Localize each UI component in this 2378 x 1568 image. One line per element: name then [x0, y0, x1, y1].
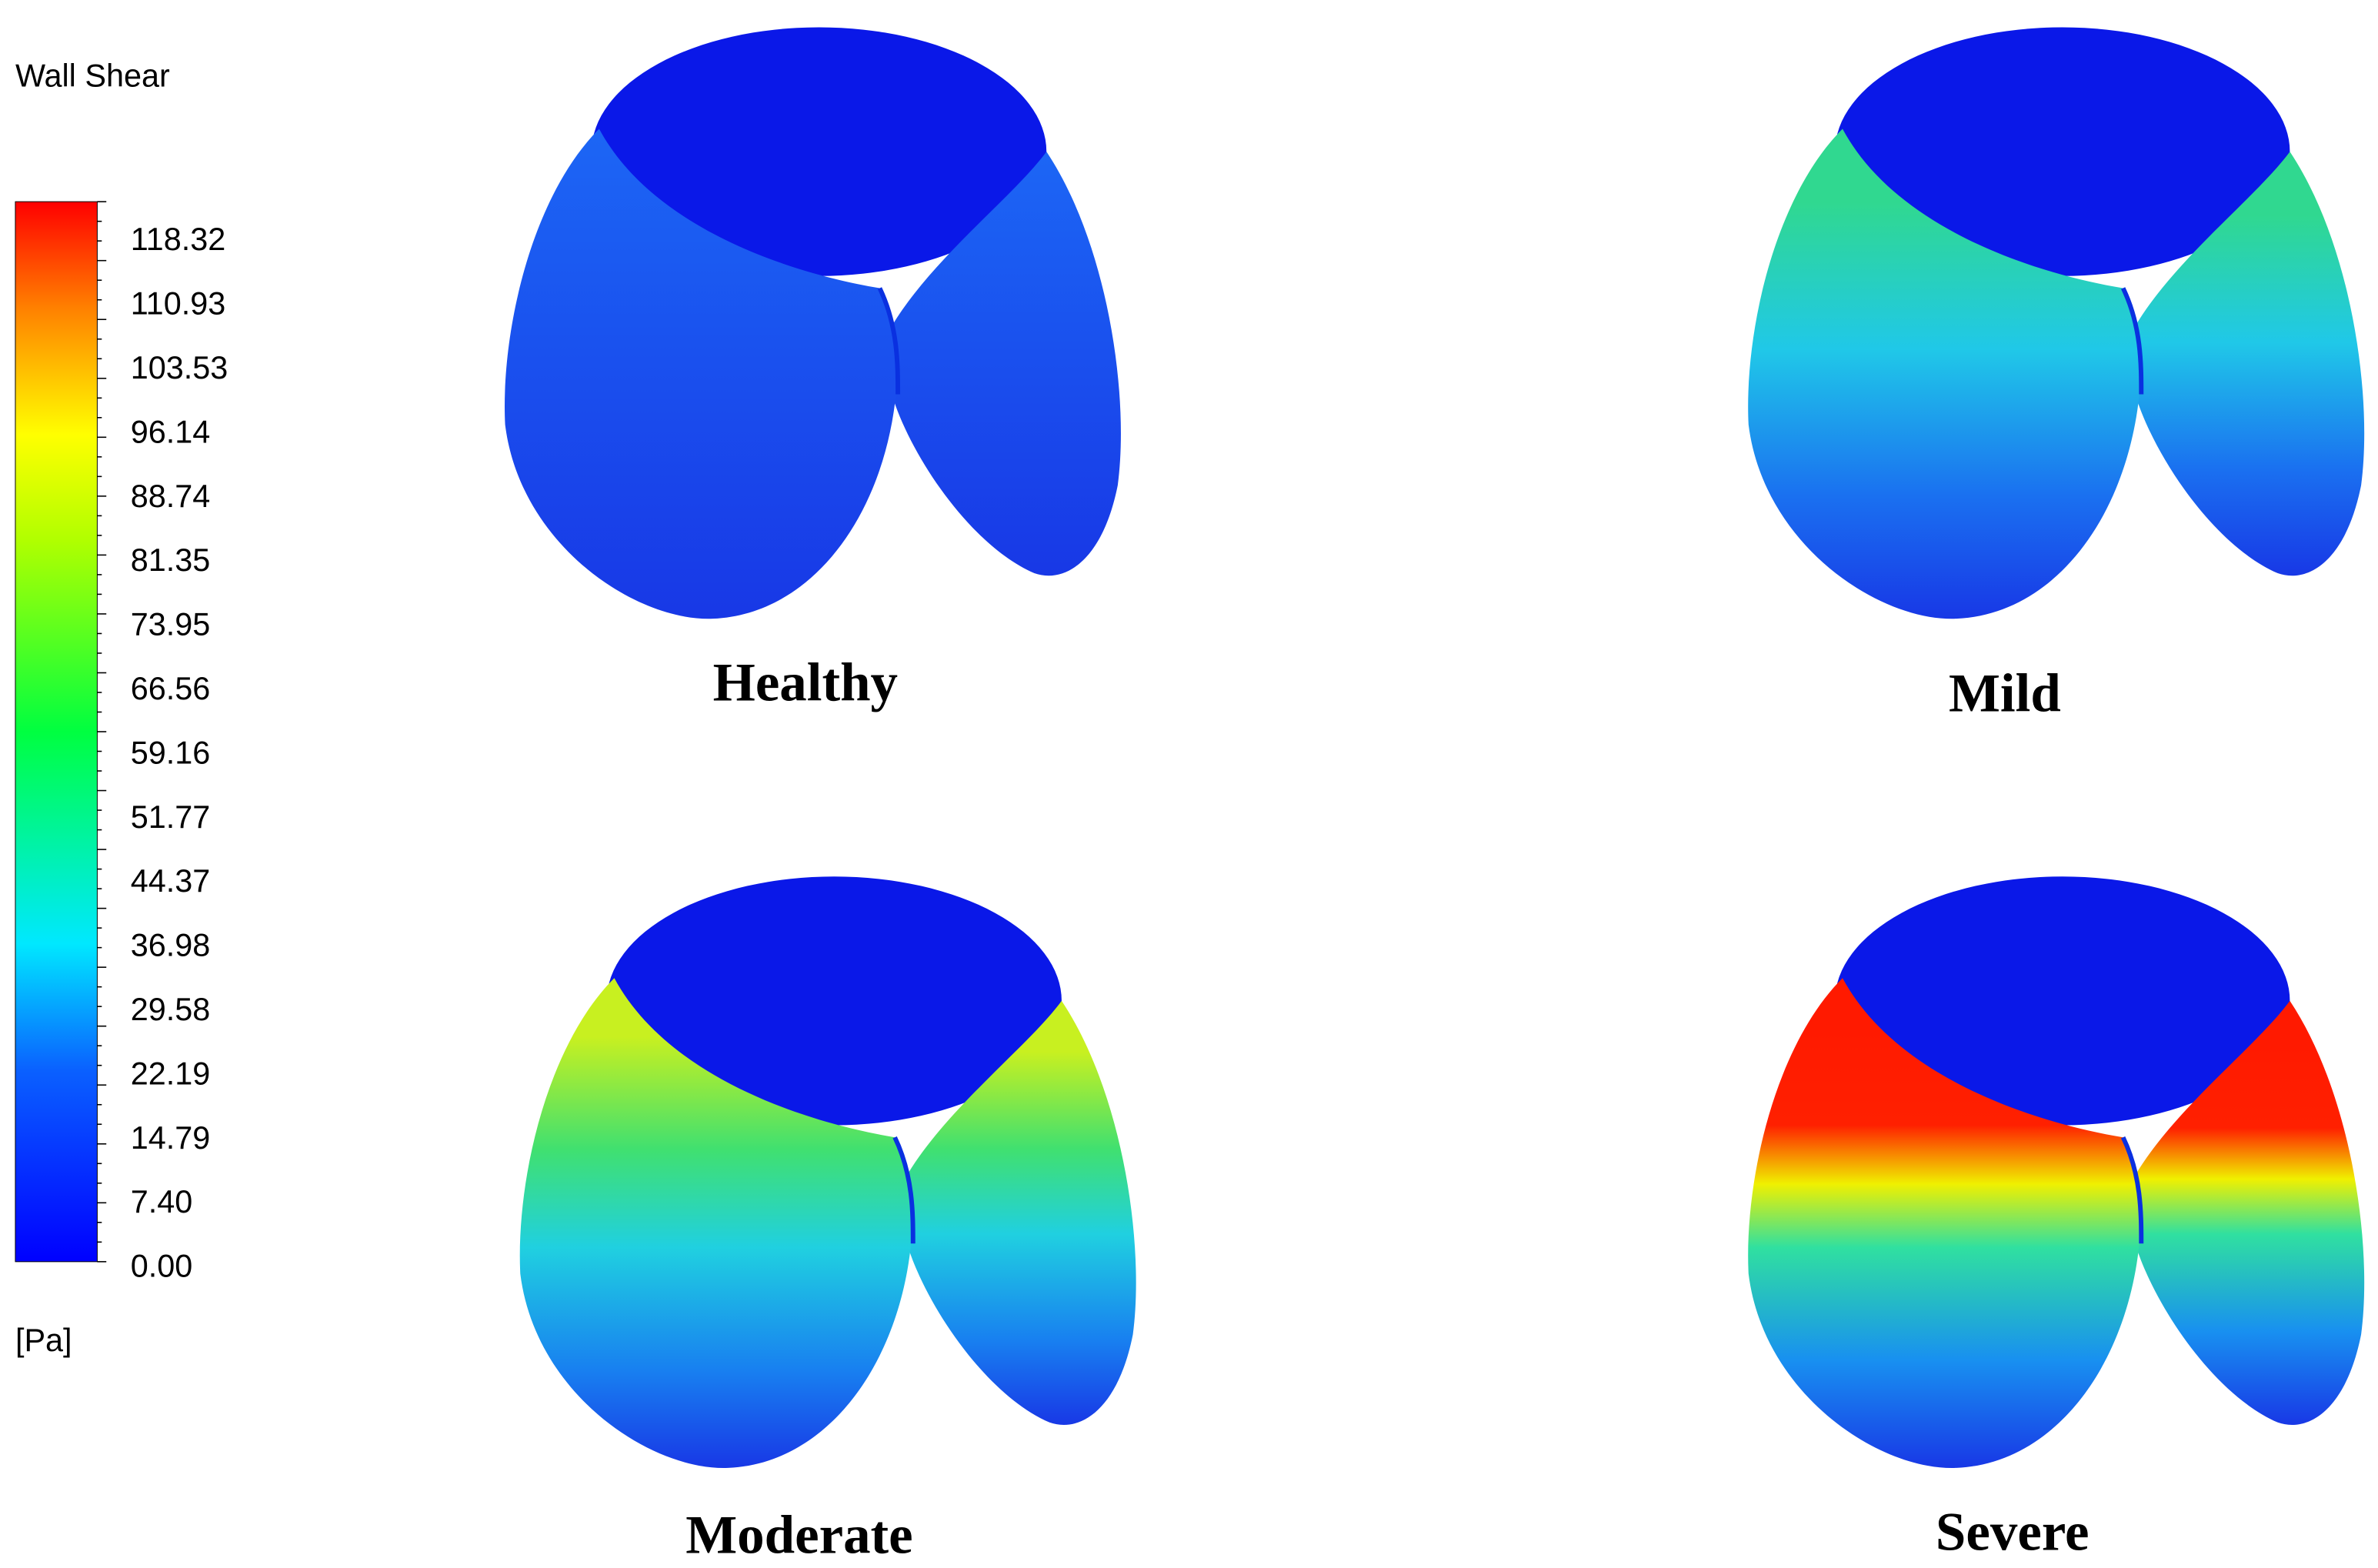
- tick-label: 29.58: [131, 992, 211, 1027]
- leaflet-edge: [2120, 1136, 2144, 1244]
- legend-title: Wall Shear: [15, 58, 170, 93]
- valve: [1748, 27, 2365, 619]
- valve-orifice: [606, 876, 1062, 1126]
- tick-label: 51.77: [131, 799, 211, 835]
- leaflet-edge: [892, 1136, 916, 1244]
- tick-label: 0.00: [131, 1249, 193, 1284]
- tick-label: 66.56: [131, 671, 211, 706]
- valve: [505, 27, 1121, 619]
- left-leaflet: [519, 978, 913, 1469]
- valve-orifice: [1835, 876, 2290, 1126]
- tick-label: 22.19: [131, 1056, 211, 1091]
- leaflet-edge: [877, 287, 901, 395]
- tick-label: 88.74: [131, 479, 211, 514]
- tick-label: 96.14: [131, 414, 211, 449]
- right-leaflet: [906, 1000, 1136, 1425]
- tick-label: 81.35: [131, 542, 211, 578]
- colorbar-ticks: 0.00 7.40 14.79 22.19 29.58 36.98 44.37 51.77 59…: [97, 201, 228, 1284]
- tick-label: 59.16: [131, 735, 211, 770]
- tick-label: 103.53: [131, 350, 228, 385]
- tick-label: 44.37: [131, 863, 211, 899]
- panel-label: Healthy: [713, 653, 898, 713]
- tick-label: 36.98: [131, 928, 211, 963]
- tick-label: 7.40: [131, 1184, 193, 1219]
- valve-orifice: [591, 27, 1047, 276]
- panels: [505, 27, 2365, 1469]
- colorbar: [15, 201, 98, 1263]
- right-leaflet: [892, 152, 1121, 576]
- left-leaflet: [505, 128, 899, 619]
- legend-unit: [Pa]: [15, 1323, 72, 1358]
- panel-label: Mild: [1949, 663, 2061, 723]
- valve: [1748, 876, 2365, 1469]
- tick-label: 73.95: [131, 607, 211, 642]
- right-leaflet: [2135, 1000, 2365, 1425]
- valve: [519, 876, 1136, 1469]
- left-leaflet: [1748, 978, 2142, 1469]
- valve-orifice: [1835, 27, 2290, 276]
- tick-label: 110.93: [131, 286, 225, 322]
- panel-label: Severe: [1936, 1502, 2090, 1562]
- panel-label: Moderate: [685, 1505, 912, 1565]
- tick-label: 14.79: [131, 1120, 211, 1156]
- leaflet-edge: [2120, 287, 2144, 395]
- right-leaflet: [2135, 152, 2365, 576]
- left-leaflet: [1748, 128, 2142, 619]
- tick-label: 118.32: [131, 222, 225, 257]
